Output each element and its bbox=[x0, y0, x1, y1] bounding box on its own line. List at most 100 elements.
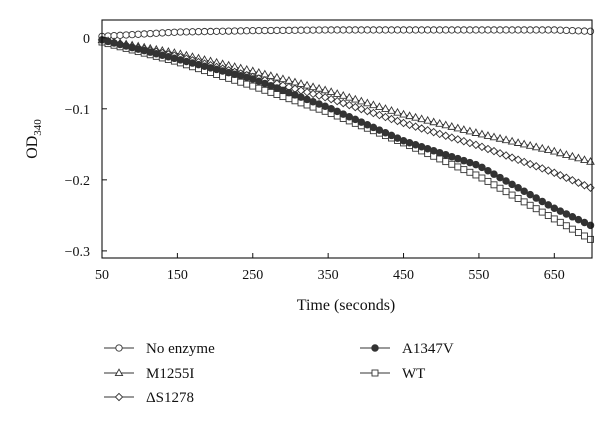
data-point bbox=[399, 109, 408, 118]
data-point bbox=[514, 195, 522, 202]
data-point bbox=[454, 163, 462, 171]
legend-item: No enzyme bbox=[104, 341, 215, 357]
data-point bbox=[327, 104, 335, 113]
data-point bbox=[550, 26, 558, 34]
y-tick-label: −0.3 bbox=[65, 245, 90, 260]
data-point bbox=[357, 118, 366, 126]
data-point bbox=[448, 26, 456, 34]
data-point bbox=[520, 198, 528, 206]
data-point bbox=[338, 98, 348, 108]
data-point bbox=[152, 29, 160, 37]
data-point bbox=[170, 54, 179, 63]
y-axis-title-main: OD bbox=[24, 136, 41, 159]
data-point bbox=[363, 26, 372, 34]
data-point bbox=[435, 129, 444, 139]
data-point bbox=[411, 122, 420, 131]
data-point bbox=[140, 30, 148, 38]
legend-item: M1255I bbox=[104, 366, 194, 382]
data-point bbox=[586, 221, 595, 230]
data-point bbox=[429, 117, 439, 126]
data-point bbox=[543, 145, 553, 154]
data-point bbox=[495, 133, 505, 142]
data-point bbox=[375, 126, 384, 134]
data-point bbox=[381, 112, 390, 122]
data-point bbox=[411, 112, 420, 121]
data-point bbox=[152, 49, 161, 58]
data-point bbox=[237, 27, 245, 35]
series-4 bbox=[98, 38, 594, 243]
legend-label: WT bbox=[402, 366, 425, 382]
data-point bbox=[519, 139, 529, 148]
data-point bbox=[411, 26, 420, 34]
legend-label: A1347V bbox=[402, 341, 454, 357]
data-point bbox=[561, 150, 571, 158]
data-point bbox=[375, 102, 384, 111]
data-point bbox=[243, 27, 251, 35]
y-axis-title-subscript: 340 bbox=[32, 119, 44, 136]
data-point bbox=[339, 110, 347, 118]
data-point bbox=[146, 29, 154, 38]
data-point bbox=[399, 26, 408, 34]
data-point bbox=[356, 96, 366, 105]
data-point bbox=[586, 27, 595, 35]
data-point bbox=[285, 95, 293, 103]
data-point bbox=[544, 201, 553, 209]
data-point bbox=[158, 29, 166, 37]
data-point bbox=[574, 178, 583, 187]
data-point bbox=[314, 83, 324, 92]
data-point bbox=[285, 26, 293, 34]
data-point bbox=[484, 167, 492, 175]
data-point bbox=[326, 94, 336, 104]
data-point bbox=[501, 135, 511, 144]
data-point bbox=[237, 78, 245, 86]
legend-marker bbox=[115, 344, 123, 352]
data-point bbox=[417, 124, 426, 133]
y-axis-title: OD340 bbox=[24, 119, 44, 159]
data-point bbox=[231, 27, 239, 35]
data-point bbox=[200, 27, 209, 36]
data-point bbox=[568, 151, 577, 160]
data-point bbox=[472, 171, 480, 179]
data-point bbox=[405, 26, 414, 34]
data-point bbox=[580, 155, 589, 164]
data-point bbox=[430, 26, 438, 34]
data-point bbox=[243, 80, 251, 88]
data-point bbox=[507, 136, 517, 145]
data-point bbox=[514, 26, 522, 34]
data-point bbox=[405, 120, 414, 130]
data-point bbox=[273, 26, 281, 35]
data-point bbox=[320, 93, 330, 102]
data-point bbox=[375, 110, 384, 120]
data-point bbox=[520, 26, 528, 34]
data-point bbox=[574, 215, 583, 224]
data-point bbox=[249, 27, 257, 35]
legend-item: ΔS1278 bbox=[104, 390, 194, 406]
data-point bbox=[369, 108, 378, 118]
data-point bbox=[369, 26, 378, 34]
data-point bbox=[206, 27, 215, 36]
data-point bbox=[513, 155, 523, 165]
data-point bbox=[206, 64, 215, 72]
data-point bbox=[110, 39, 118, 47]
data-point bbox=[182, 57, 191, 66]
data-point bbox=[327, 26, 335, 34]
data-point bbox=[362, 98, 372, 107]
data-point bbox=[417, 26, 426, 34]
data-point bbox=[489, 132, 499, 141]
x-tick-label: 550 bbox=[468, 268, 489, 283]
data-point bbox=[544, 26, 552, 34]
data-point bbox=[550, 168, 559, 177]
data-point bbox=[267, 26, 275, 35]
data-point bbox=[393, 107, 402, 116]
data-point bbox=[550, 204, 559, 213]
data-point bbox=[393, 26, 402, 34]
data-point bbox=[224, 68, 233, 77]
data-point bbox=[562, 210, 571, 218]
data-point bbox=[273, 91, 281, 98]
data-point bbox=[345, 26, 353, 34]
y-tick-label: −0.1 bbox=[65, 103, 90, 118]
data-point bbox=[580, 218, 589, 227]
data-point bbox=[176, 56, 185, 64]
legend-marker bbox=[114, 392, 124, 402]
data-point bbox=[315, 26, 323, 34]
